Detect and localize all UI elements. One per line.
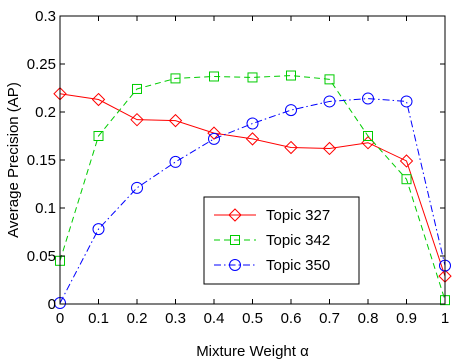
- data-point: [362, 92, 374, 105]
- legend: Topic 327 Topic 342 Topic 350: [203, 196, 360, 285]
- data-point: [246, 117, 259, 130]
- y-tick-label: 0: [48, 296, 56, 313]
- data-point: [131, 181, 143, 194]
- data-point: [363, 131, 373, 141]
- data-point: [169, 155, 182, 168]
- y-tick-label: 0.15: [27, 152, 56, 169]
- x-tick-label: 0.5: [242, 310, 263, 327]
- data-point: [322, 141, 337, 156]
- data-point: [400, 95, 413, 108]
- series-line: [59, 75, 446, 301]
- data-point: [401, 174, 412, 185]
- legend-marker: [228, 208, 242, 222]
- legend-entry: Topic 327: [214, 207, 330, 224]
- data-point: [170, 73, 181, 84]
- y-tick-label: 0.3: [35, 8, 56, 25]
- series-2: [54, 92, 451, 310]
- data-point: [168, 113, 183, 128]
- data-point: [132, 83, 142, 94]
- x-tick-label: 0.8: [358, 310, 379, 327]
- x-tick-label: 0.9: [396, 310, 417, 327]
- y-tick-label: 0.25: [27, 56, 56, 73]
- y-tick-label: 0.2: [35, 104, 56, 121]
- data-point: [399, 154, 414, 168]
- data-point: [91, 92, 106, 107]
- x-tick-label: 0.3: [165, 310, 186, 327]
- plot-area: [53, 70, 452, 310]
- legend-label: Topic 342: [266, 232, 330, 249]
- data-point: [247, 72, 258, 83]
- y-axis-label: Average Precision (AP): [5, 82, 22, 238]
- x-tick-label: 0.1: [88, 310, 109, 327]
- y-axis-ticks: 0 0.05 0.1 0.15 0.2 0.25 0.3: [27, 8, 445, 313]
- data-point: [284, 140, 298, 155]
- data-point: [209, 71, 219, 82]
- legend-entry: Topic 342: [214, 232, 330, 249]
- x-tick-label: 1: [441, 310, 449, 327]
- series-line: [59, 93, 446, 277]
- y-tick-label: 0.05: [27, 248, 56, 265]
- x-tick-label: 0: [56, 310, 64, 327]
- legend-entry: Topic 350: [214, 257, 330, 274]
- data-point: [93, 131, 104, 141]
- series-line: [59, 98, 446, 304]
- data-point: [323, 95, 336, 108]
- data-point: [208, 132, 220, 145]
- data-point: [324, 74, 335, 85]
- x-tick-label: 0.7: [319, 310, 340, 327]
- data-point: [92, 223, 105, 236]
- data-point: [285, 104, 297, 117]
- x-axis-label: Mixture Weight α: [196, 343, 309, 360]
- x-tick-label: 0.2: [127, 310, 148, 327]
- x-axis-ticks: 0 0.1 0.2 0.3 0.4 0.5 0.6 0.7 0.8 0.9 1: [56, 16, 449, 327]
- legend-marker: [230, 235, 240, 245]
- series-0: [53, 87, 452, 283]
- data-point: [130, 112, 144, 127]
- data-point: [207, 126, 221, 140]
- x-tick-label: 0.6: [281, 310, 302, 327]
- data-point: [286, 70, 296, 81]
- legend-label: Topic 327: [266, 207, 330, 224]
- data-point: [245, 132, 260, 146]
- x-tick-label: 0.4: [204, 310, 225, 327]
- legend-label: Topic 350: [266, 257, 330, 274]
- y-tick-label: 0.1: [35, 200, 56, 217]
- legend-marker: [229, 259, 241, 271]
